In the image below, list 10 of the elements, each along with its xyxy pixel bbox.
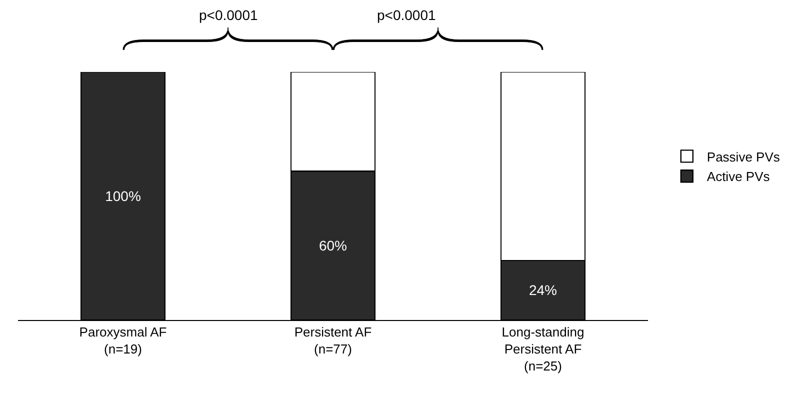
text: p<0.0001 [199,7,258,23]
legend-label: Active PVs [706,169,770,184]
x-tick-label: Persistent AF (n=77) [294,324,372,356]
data-label: 24% [528,282,558,298]
x-tick-label: Paroxysmal AF (n=19) [79,324,167,356]
data-label: 100% [105,188,141,204]
data-label: 60% [318,238,348,254]
x-tick-label: Long-standing Persistent AF (n=25) [502,324,584,374]
legend-label: Passive PVs [706,149,780,164]
text: p<0.0001 [377,7,436,23]
